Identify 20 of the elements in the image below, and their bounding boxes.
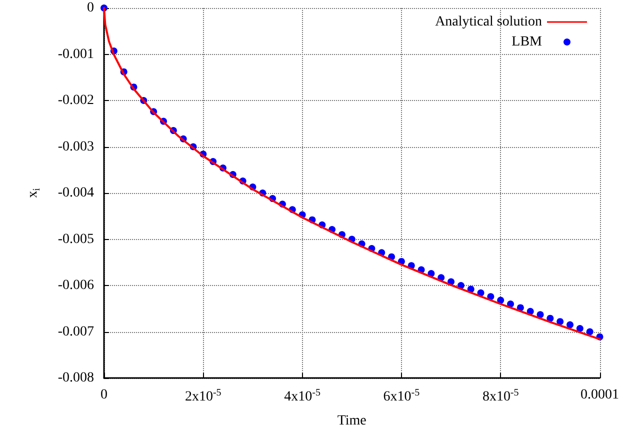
point — [566, 321, 574, 328]
y-tick-label: -0.008 — [58, 370, 94, 386]
point — [556, 318, 564, 326]
y-tick-label: -0.005 — [58, 232, 94, 247]
y-tick-label: -0.006 — [58, 278, 94, 293]
legend-label: Analytical solution — [435, 14, 542, 30]
y-tick-label: -0.003 — [58, 139, 94, 154]
x-tick-label: 0.0001 — [580, 388, 619, 402]
y-tick-label: -0.007 — [58, 324, 94, 340]
legend-label: LBM — [512, 34, 543, 50]
point — [536, 311, 544, 318]
y-axis-title: xi — [26, 188, 42, 198]
y-tick-label: -0.004 — [58, 186, 94, 200]
y-tick-label: 0 — [87, 0, 94, 16]
y-tick-label: -0.002 — [58, 93, 94, 108]
x-tick-label: 0 — [100, 388, 108, 402]
x-axis-title: Time — [337, 414, 366, 428]
y-tick-label: -0.001 — [58, 46, 94, 62]
point — [586, 328, 594, 336]
point — [576, 325, 584, 332]
